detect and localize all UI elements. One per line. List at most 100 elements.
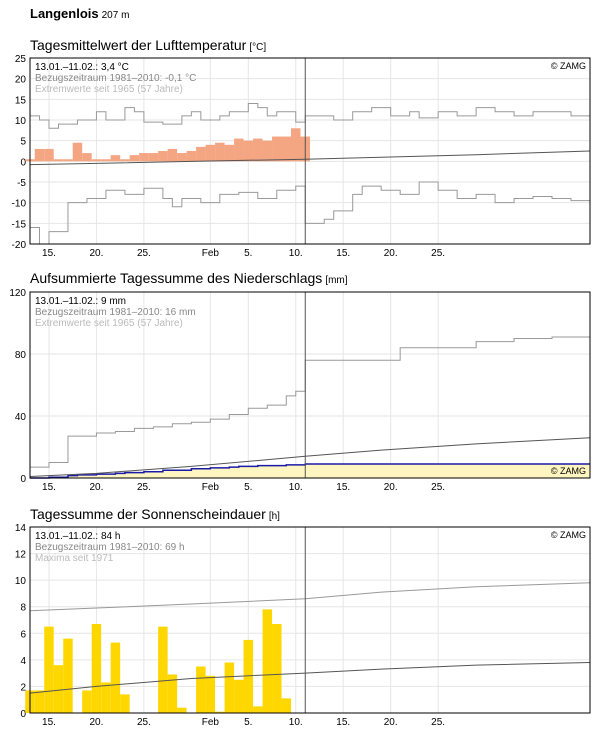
x-tick-label: 15.	[336, 482, 350, 493]
temperature-bar	[139, 153, 149, 162]
plot-frame	[29, 526, 591, 714]
x-tick-label: 15.	[336, 248, 350, 259]
x-tick-label: Feb	[202, 248, 220, 259]
temperature-bar	[158, 151, 168, 162]
sunshine-bar	[82, 690, 92, 713]
x-tick-label: 15.	[336, 717, 350, 728]
temperature-bar	[82, 153, 92, 162]
precipitation-chart-title: Aufsummierte Tagessumme des Niederschlag…	[30, 270, 348, 286]
temperature-bar	[129, 155, 140, 162]
x-tick-label: 15.	[42, 717, 56, 728]
station-header: Langenlois 207 m	[30, 6, 129, 21]
temperature-bar	[148, 153, 159, 162]
precipitation-title-text: Aufsummierte Tagessumme des Niederschlag…	[30, 270, 323, 286]
sunshine-bar	[110, 642, 121, 713]
y-tick-label: 20	[15, 75, 27, 86]
station-elevation: 207 m	[101, 10, 130, 21]
sunshine-bar	[215, 711, 225, 713]
y-tick-label: 4	[20, 656, 26, 667]
x-tick-label: 10.	[289, 717, 303, 728]
sunshine-bar	[243, 639, 254, 713]
zamg-credit: © ZAMG	[551, 530, 586, 540]
y-tick-label: 15	[15, 95, 27, 106]
x-tick-label: 15.	[42, 248, 56, 259]
y-tick-label: 6	[20, 629, 26, 640]
sunshine-bar	[262, 609, 273, 713]
y-tick-label: 0	[20, 157, 26, 168]
sunshine-chart-title: Tagessumme der Sonnenscheindauer [h]	[30, 506, 280, 522]
info-reference: Bezugszeitraum 1981–2010: 69 h	[35, 542, 185, 553]
temperature-chart-title: Tagesmittelwert der Lufttemperatur [°C]	[30, 37, 266, 53]
temperature-bar	[120, 159, 130, 162]
plot-frame	[29, 57, 591, 245]
zamg-credit: © ZAMG	[551, 61, 586, 71]
sunshine-bar	[272, 623, 282, 713]
x-tick-label: Feb	[202, 482, 220, 493]
temperature-bar	[167, 148, 178, 162]
y-tick-label: 10	[15, 576, 27, 587]
y-tick-label: 80	[15, 350, 27, 361]
info-period: 13.01.–11.02.: 9 mm	[35, 296, 126, 307]
x-tick-label: 15.	[42, 482, 56, 493]
temperature-bar	[34, 148, 45, 162]
x-tick-label: 25.	[137, 248, 151, 259]
y-tick-label: 10	[15, 116, 27, 127]
precipitation-line	[30, 463, 590, 479]
x-tick-label: 20.	[89, 482, 103, 493]
y-tick-label: -5	[17, 178, 26, 189]
x-tick-label: 25.	[431, 717, 445, 728]
temperature-bar	[196, 146, 206, 162]
sunshine-bar	[44, 626, 54, 713]
temperature-unit: [°C]	[249, 42, 267, 53]
temperature-bar	[72, 142, 83, 162]
max-line	[30, 102, 590, 129]
x-tick-label: 10.	[289, 482, 303, 493]
sunshine-bar	[63, 638, 73, 713]
temperature-bar	[91, 159, 102, 162]
y-tick-label: 0	[20, 709, 26, 720]
y-tick-label: 5	[20, 137, 26, 148]
sunshine-bar	[167, 674, 178, 713]
y-tick-label: 0	[20, 474, 26, 485]
sunshine-bar	[205, 675, 216, 713]
x-tick-label: 5.	[244, 482, 252, 493]
x-tick-label: 5.	[244, 717, 252, 728]
x-tick-label: Feb	[202, 717, 220, 728]
precipitation-area	[30, 464, 590, 478]
x-tick-label: 20.	[89, 248, 103, 259]
y-tick-label: -15	[12, 219, 27, 230]
info-period: 13.01.–11.02.: 3,4 °C	[35, 62, 129, 73]
temperature-bar	[281, 136, 292, 162]
y-tick-label: 12	[15, 550, 27, 561]
sunshine-bar	[253, 706, 263, 713]
temperature-bar	[177, 153, 187, 162]
y-tick-label: 2	[20, 682, 26, 693]
temperature-bar	[272, 136, 282, 162]
x-tick-label: 25.	[137, 717, 151, 728]
sunshine-bar	[177, 707, 187, 713]
precipitation-unit: [mm]	[325, 275, 348, 286]
y-tick-label: 8	[20, 603, 26, 614]
temperature-bar	[234, 138, 244, 162]
x-tick-label: 25.	[431, 248, 445, 259]
info-extremes: Maxima seit 1971	[35, 553, 114, 564]
sunshine-bar	[224, 662, 235, 713]
info-reference: Bezugszeitraum 1981–2010: -0,1 °C	[35, 73, 196, 84]
sunshine-bar	[34, 690, 45, 713]
y-tick-label: -20	[12, 240, 27, 251]
y-tick-label: -10	[12, 199, 27, 210]
x-tick-label: 25.	[431, 482, 445, 493]
x-tick-label: 20.	[384, 482, 398, 493]
info-extremes: Extremwerte seit 1965 (57 Jahre)	[35, 318, 183, 329]
temperature-bar	[63, 159, 73, 162]
temperature-bar	[44, 148, 54, 162]
sunshine-title-text: Tagessumme der Sonnenscheindauer	[30, 506, 266, 522]
sunshine-bar	[196, 666, 206, 713]
temperature-bar	[291, 128, 301, 162]
temperature-bar	[215, 142, 225, 162]
x-tick-label: 25.	[137, 482, 151, 493]
station-name: Langenlois	[30, 6, 99, 21]
zamg-credit: © ZAMG	[551, 466, 586, 476]
sunshine-bar	[91, 623, 102, 713]
max-line	[30, 336, 590, 468]
